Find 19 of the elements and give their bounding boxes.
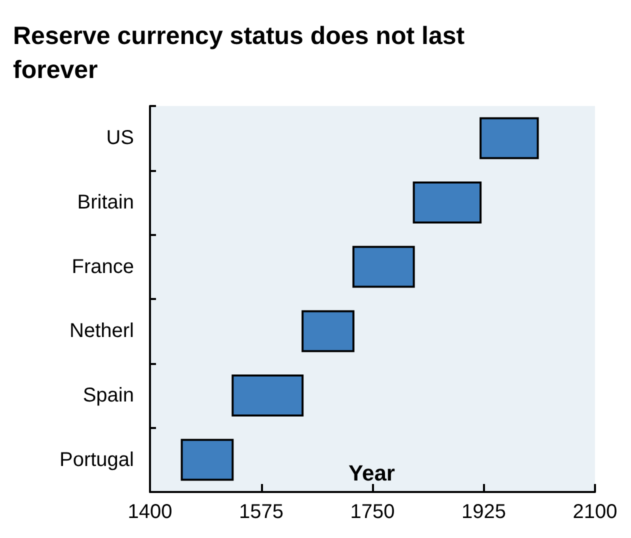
bar	[180, 438, 234, 481]
bar	[352, 246, 415, 288]
bar	[232, 374, 304, 416]
x-axis-title: Year	[348, 460, 396, 486]
x-tick-label: 1575	[239, 501, 284, 523]
y-tick-label: US	[106, 127, 134, 150]
y-tick-label: Netherl	[70, 320, 134, 342]
x-tick-label: 1400	[128, 501, 172, 523]
bar	[412, 182, 482, 224]
y-tick-label: Portugal	[60, 448, 134, 471]
chart-title: Reserve currency status does not last forever	[13, 22, 472, 84]
y-tick-label: Spain	[82, 384, 134, 406]
x-tick-label: 1750	[350, 501, 395, 523]
y-tick-label: Britain	[77, 192, 134, 214]
bar	[480, 117, 539, 160]
y-tick-label: France	[72, 256, 134, 278]
x-tick-label: 1925	[462, 501, 506, 523]
bar	[302, 310, 354, 352]
x-tick-label: 2100	[572, 501, 618, 523]
